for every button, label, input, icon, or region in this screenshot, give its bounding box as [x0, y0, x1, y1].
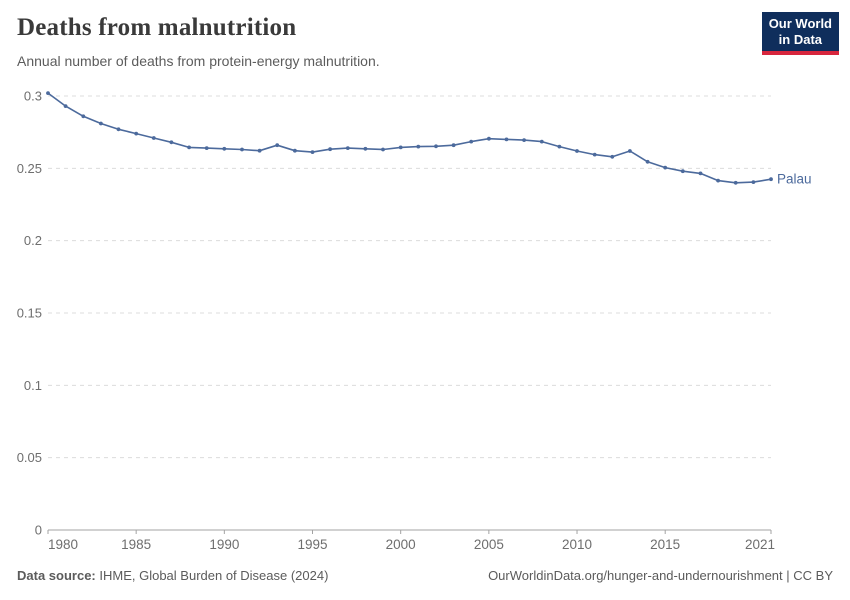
data-point[interactable]	[451, 143, 456, 148]
data-point[interactable]	[645, 159, 650, 164]
data-point[interactable]	[733, 180, 738, 185]
entity-label[interactable]: Palau	[777, 172, 812, 187]
data-point[interactable]	[751, 180, 756, 184]
y-tick-label: 0.3	[24, 89, 42, 104]
data-point[interactable]	[46, 91, 50, 95]
x-tick-label: 1990	[209, 537, 239, 552]
data-point[interactable]	[398, 145, 403, 150]
data-point[interactable]	[628, 149, 632, 153]
data-point[interactable]	[63, 104, 68, 108]
data-point[interactable]	[169, 140, 174, 145]
chart-header: Deaths from malnutrition Annual number o…	[17, 14, 747, 70]
data-source: Data source: IHME, Global Burden of Dise…	[17, 568, 328, 583]
data-point[interactable]	[204, 146, 209, 150]
data-point[interactable]	[275, 143, 280, 148]
page-title: Deaths from malnutrition	[17, 14, 297, 41]
data-point[interactable]	[81, 114, 86, 119]
footer-right: OurWorldinData.org/hunger-and-undernouri…	[488, 568, 833, 583]
data-point[interactable]	[310, 150, 315, 154]
data-source-text: IHME, Global Burden of Disease (2024)	[99, 568, 329, 583]
data-point[interactable]	[222, 146, 227, 151]
data-point[interactable]	[592, 152, 597, 157]
y-tick-label: 0	[35, 523, 42, 538]
data-point[interactable]	[240, 147, 244, 152]
owid-logo-line1: Our World	[768, 16, 832, 31]
footer-separator: |	[782, 568, 794, 583]
data-point[interactable]	[293, 148, 297, 153]
data-point[interactable]	[116, 127, 121, 132]
data-point[interactable]	[575, 149, 579, 153]
data-point[interactable]	[716, 178, 720, 183]
data-point[interactable]	[363, 146, 368, 151]
line-chart[interactable]: 0 0.05 0.1 0.15 0.2 0.25 0.3 1980 1985 1990 1995 20…	[0, 80, 850, 560]
data-point[interactable]	[698, 171, 703, 176]
x-tick-label: 2010	[562, 537, 592, 552]
data-point[interactable]	[381, 147, 385, 152]
chart-footer: Data source: IHME, Global Burden of Dise…	[17, 568, 833, 583]
data-point[interactable]	[416, 144, 421, 149]
y-tick-label: 0.05	[17, 450, 42, 465]
data-point[interactable]	[663, 165, 668, 170]
owid-logo[interactable]: Our World in Data	[761, 12, 839, 55]
data-point[interactable]	[328, 147, 332, 152]
data-point[interactable]	[434, 144, 438, 149]
x-tick-label: 1980	[48, 537, 78, 552]
x-tick-label: 1995	[297, 537, 327, 552]
x-tick-label: 2005	[474, 537, 504, 552]
data-point[interactable]	[769, 177, 773, 182]
y-tick-label: 0.1	[24, 378, 42, 393]
data-point[interactable]	[134, 131, 139, 136]
data-point[interactable]	[680, 169, 685, 174]
x-tick-label: 2000	[386, 537, 416, 552]
y-tick-label: 0.15	[17, 306, 42, 321]
data-point[interactable]	[522, 138, 526, 142]
data-point[interactable]	[610, 154, 615, 159]
x-tick-label: 2015	[650, 537, 680, 552]
data-point[interactable]	[151, 136, 156, 140]
data-point[interactable]	[487, 136, 491, 141]
owid-url-link[interactable]: OurWorldinData.org/hunger-and-undernouri…	[488, 568, 783, 583]
data-point[interactable]	[557, 144, 562, 149]
data-point[interactable]	[345, 146, 350, 150]
x-tick-label: 1985	[121, 537, 151, 552]
data-source-label: Data source:	[17, 568, 96, 583]
data-point[interactable]	[187, 145, 192, 150]
data-point[interactable]	[99, 121, 103, 126]
y-tick-label: 0.25	[17, 161, 42, 176]
owid-logo-line2: in Data	[778, 31, 823, 47]
data-point[interactable]	[504, 137, 509, 142]
data-point[interactable]	[257, 148, 262, 153]
x-tick-label: 2021	[745, 537, 775, 552]
data-point[interactable]	[469, 139, 474, 144]
y-tick-label: 0.2	[24, 233, 42, 248]
license-badge: CC BY	[793, 568, 833, 583]
palau-line[interactable]	[47, 92, 772, 184]
chart-subtitle: Annual number of deaths from protein-ene…	[17, 52, 380, 69]
data-point[interactable]	[539, 139, 544, 144]
